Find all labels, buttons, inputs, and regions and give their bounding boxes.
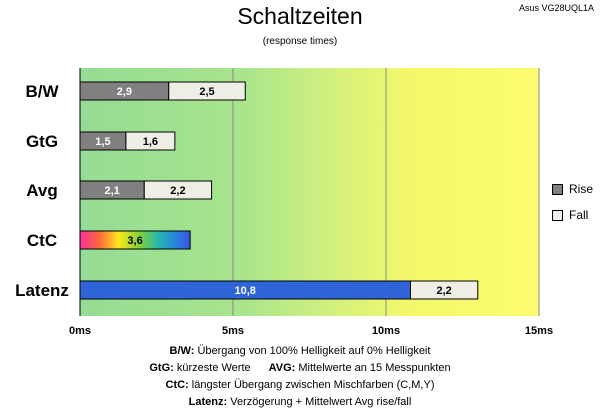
note-ctc: CtC: längster Übergang zwischen Mischfar… (0, 377, 600, 394)
bar-fall-value: 1,6 (143, 136, 158, 148)
chart-subtitle: (response times) (262, 36, 338, 47)
bar-fall (143, 180, 213, 200)
legend-swatch-rise (552, 183, 563, 195)
note-avg-text: Mittelwerte an 15 Messpunkten (298, 362, 451, 374)
bar-rise-value: 2,9 (117, 86, 132, 98)
note-bw-key: B/W: (169, 345, 195, 357)
note-gtg-key: GtG: (149, 362, 174, 374)
bar-fall-value: 2,2 (170, 185, 185, 197)
x-tick-label: 5ms (222, 325, 244, 337)
note-ctc-text: längster Übergang zwischen Mischfarben (… (191, 379, 435, 391)
note-gtg-text: kürzeste Werte (176, 362, 251, 374)
legend-item-fall: Fall (552, 206, 593, 224)
category-label: Avg (26, 181, 58, 200)
bar-fall (168, 81, 246, 101)
bar-fall (409, 280, 479, 300)
note-ctc-key: CtC: (165, 379, 189, 391)
note-latenz: Latenz: Verzögerung + Mittelwert Avg ris… (0, 394, 600, 411)
legend-swatch-fall (552, 209, 563, 221)
legend-item-rise: Rise (552, 180, 593, 198)
footnotes: B/W: Übergang von 100% Helligkeit auf 0%… (0, 343, 600, 411)
category-label: Latenz (15, 281, 69, 300)
legend-label-fall: Fall (569, 208, 589, 222)
x-tick-label: 0ms (69, 325, 91, 337)
category-label: GtG (26, 132, 58, 151)
bar-fall-value: 2,2 (436, 285, 451, 297)
note-lat-key: Latenz: (188, 396, 228, 408)
bar-rise-value: 2,1 (104, 185, 119, 197)
chart-title: Schaltzeiten (237, 3, 363, 29)
note-gtg-avg: GtG: kürzeste Werte AVG: Mittelwerte an 1… (0, 360, 600, 377)
bar-rise-value: 10,8 (235, 285, 256, 297)
note-bw-text: Übergang von 100% Helligkeit auf 0% Hell… (197, 345, 431, 357)
legend: Rise Fall (552, 180, 593, 232)
category-label: CtC (27, 231, 57, 250)
note-avg-key: AVG: (268, 362, 296, 374)
category-label: B/W (25, 82, 59, 101)
x-tick-label: 15ms (525, 325, 553, 337)
legend-label-rise: Rise (569, 182, 594, 196)
bar-rise-value: 3,6 (127, 235, 142, 247)
bar-fall-value: 2,5 (199, 86, 214, 98)
bar-rise (79, 230, 191, 250)
note-lat-text: Verzögerung + Mittelwert Avg rise/fall (230, 396, 412, 408)
note-bw: B/W: Übergang von 100% Helligkeit auf 0%… (0, 343, 600, 360)
device-label: Asus VG28UQL1A (518, 3, 594, 13)
x-tick-label: 10ms (372, 325, 400, 337)
bar-fall (125, 131, 176, 151)
bar-rise-value: 1,5 (95, 136, 110, 148)
